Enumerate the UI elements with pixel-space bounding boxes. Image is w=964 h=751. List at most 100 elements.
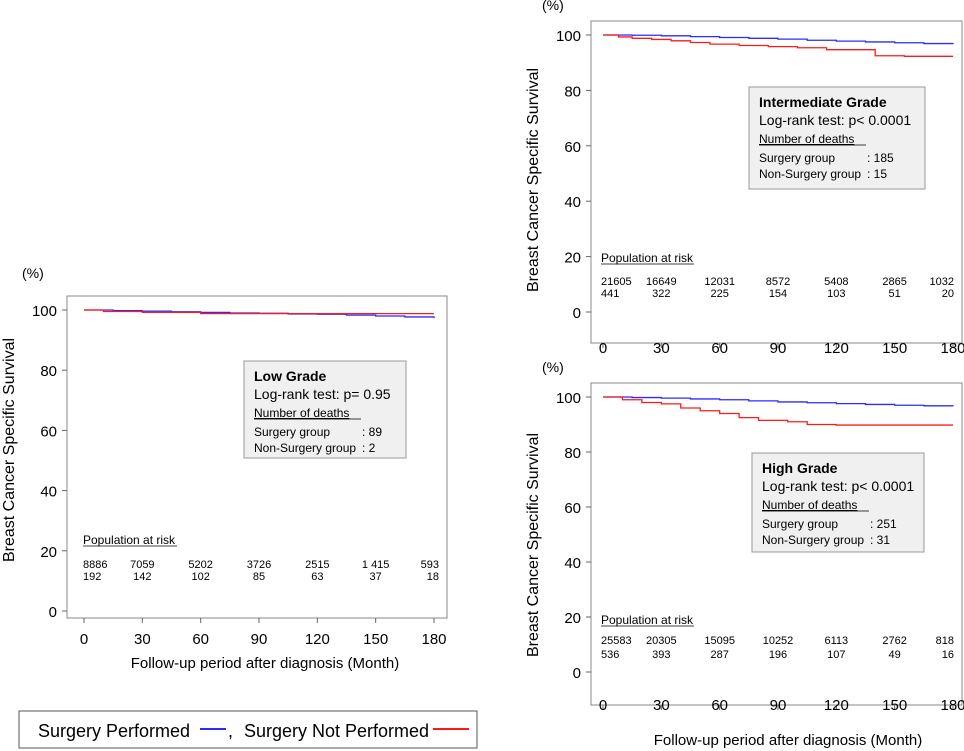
stats-box-frame — [748, 86, 926, 190]
surgery-group-label: Surgery group — [254, 425, 330, 439]
non-surgery-group-label: Non-Surgery group — [254, 441, 356, 455]
x-tick-label: 0 — [599, 697, 607, 714]
surgery-group-label: Surgery group — [762, 517, 838, 531]
panel-title: Intermediate Grade — [759, 94, 887, 110]
series-surgery-not-performed — [603, 34, 953, 57]
risk-surgery-count: 16649 — [646, 276, 677, 288]
x-tick-label: 150 — [363, 631, 388, 648]
x-tick-label: 30 — [653, 340, 670, 357]
risk-nonsurgery-count: 441 — [601, 288, 619, 300]
risk-surgery-count: 12031 — [704, 276, 735, 288]
deaths-header: Number of deaths — [759, 132, 854, 146]
x-tick-label: 0 — [599, 340, 607, 357]
legend: Surgery Performed , Surgery Not Performe… — [18, 710, 478, 749]
legend-surgery-label: Surgery Performed — [38, 721, 190, 741]
risk-surgery-count: 2515 — [305, 559, 329, 571]
risk-nonsurgery-count: 102 — [191, 571, 209, 583]
risk-nonsurgery-count: 322 — [652, 288, 670, 300]
km-panel-1: 0 20 40 60 80 100 0 30 60 90 120 150 180 (%) Breast Ca… — [1, 265, 448, 672]
risk-surgery-count: 20305 — [646, 635, 677, 647]
x-tick-label: 180 — [940, 340, 964, 357]
log-rank-test: Log-rank test: p= 0.95 — [254, 386, 391, 402]
risk-surgery-count: 6113 — [825, 635, 849, 647]
risk-surgery-count: 25583 — [601, 635, 632, 647]
y-tick-label: 60 — [564, 500, 581, 517]
y-tick-label: 40 — [564, 194, 581, 211]
risk-title: Population at risk — [83, 533, 176, 547]
km-panel-3: 0 20 40 60 80 100 0 30 60 90 120 150 180 (%) Breast Ca… — [525, 359, 964, 749]
x-tick-label: 120 — [305, 631, 330, 648]
x-tick-label: 90 — [770, 340, 787, 357]
risk-nonsurgery-count: 85 — [253, 571, 265, 583]
series-surgery-not-performed — [84, 309, 434, 315]
y-tick-label: 80 — [564, 445, 581, 462]
legend-separator: , — [228, 721, 233, 741]
legend-no-surgery-label: Surgery Not Performed — [244, 721, 429, 741]
x-tick-label: 30 — [653, 697, 670, 714]
y-tick-label: 20 — [40, 544, 57, 561]
risk-surgery-count: 10252 — [763, 635, 794, 647]
x-tick-label: 60 — [711, 340, 728, 357]
surgery-group-deaths: : 185 — [867, 151, 894, 165]
risk-nonsurgery-count: 142 — [133, 571, 151, 583]
population-at-risk: Population at risk 21605 16649 12031 8572 540… — [601, 251, 954, 300]
stats-box-frame — [243, 360, 407, 459]
risk-surgery-count: 5408 — [824, 276, 848, 288]
x-tick-label: 90 — [770, 697, 787, 714]
y-unit-label: (%) — [22, 265, 44, 281]
risk-nonsurgery-count: 154 — [769, 288, 787, 300]
risk-surgery-count: 15095 — [704, 635, 735, 647]
series-surgery-performed — [603, 396, 954, 407]
risk-title: Population at risk — [601, 251, 694, 265]
risk-surgery-count: 818 — [936, 635, 954, 647]
risk-surgery-count: 5202 — [188, 559, 212, 571]
x-tick-label: 150 — [882, 697, 907, 714]
risk-nonsurgery-count: 196 — [769, 649, 787, 661]
risk-title: Population at risk — [601, 613, 694, 627]
risk-nonsurgery-count: 37 — [370, 571, 382, 583]
risk-surgery-count: 8886 — [83, 559, 107, 571]
x-tick-label: 90 — [251, 631, 268, 648]
series-surgery-performed — [603, 34, 954, 45]
y-unit-label: (%) — [542, 0, 564, 13]
risk-surgery-count: 8572 — [766, 276, 790, 288]
y-axis-title: Breast Cancer Specific Survival — [525, 68, 542, 292]
risk-surgery-count: 593 — [421, 559, 439, 571]
x-tick-label: 120 — [824, 340, 849, 357]
risk-surgery-count: 2762 — [882, 635, 906, 647]
risk-nonsurgery-count: 287 — [710, 649, 728, 661]
surgery-group-label: Surgery group — [759, 151, 835, 165]
risk-nonsurgery-count: 16 — [942, 649, 954, 661]
x-axis-title: Follow-up period after diagnosis (Month) — [131, 655, 399, 672]
panel-title: High Grade — [762, 460, 838, 476]
y-axis-title: Breast Cancer Specific Survival — [1, 338, 18, 562]
y-tick-label: 20 — [564, 250, 581, 267]
panel-title: Low Grade — [254, 368, 327, 384]
risk-nonsurgery-count: 107 — [827, 649, 845, 661]
population-at-risk: Population at risk 25583 20305 15095 10252 61… — [601, 613, 954, 661]
risk-nonsurgery-count: 18 — [427, 571, 439, 583]
non-surgery-group-label: Non-Surgery group — [759, 167, 861, 181]
y-tick-label: 60 — [564, 139, 581, 156]
x-tick-label: 60 — [711, 697, 728, 714]
risk-surgery-count: 1 415 — [362, 559, 390, 571]
y-tick-label: 100 — [556, 28, 581, 45]
risk-surgery-count: 21605 — [601, 276, 632, 288]
x-tick-label: 120 — [824, 697, 849, 714]
surgery-group-deaths: : 251 — [870, 517, 897, 531]
non-surgery-group-deaths: : 15 — [867, 167, 887, 181]
risk-nonsurgery-count: 63 — [311, 571, 323, 583]
non-surgery-group-deaths: : 2 — [362, 441, 376, 455]
log-rank-test: Log-rank test: p< 0.0001 — [759, 112, 911, 128]
risk-nonsurgery-count: 103 — [827, 288, 845, 300]
stats-box-frame — [751, 452, 925, 553]
y-tick-label: 40 — [40, 484, 57, 501]
y-tick-label: 20 — [564, 610, 581, 627]
risk-surgery-count: 7059 — [130, 559, 154, 571]
x-tick-label: 60 — [192, 631, 209, 648]
population-at-risk: Population at risk 8886 7059 5202 3726 2515 1 … — [83, 533, 439, 583]
risk-nonsurgery-count: 51 — [889, 288, 901, 300]
y-unit-label: (%) — [542, 359, 564, 375]
x-tick-label: 150 — [882, 340, 907, 357]
